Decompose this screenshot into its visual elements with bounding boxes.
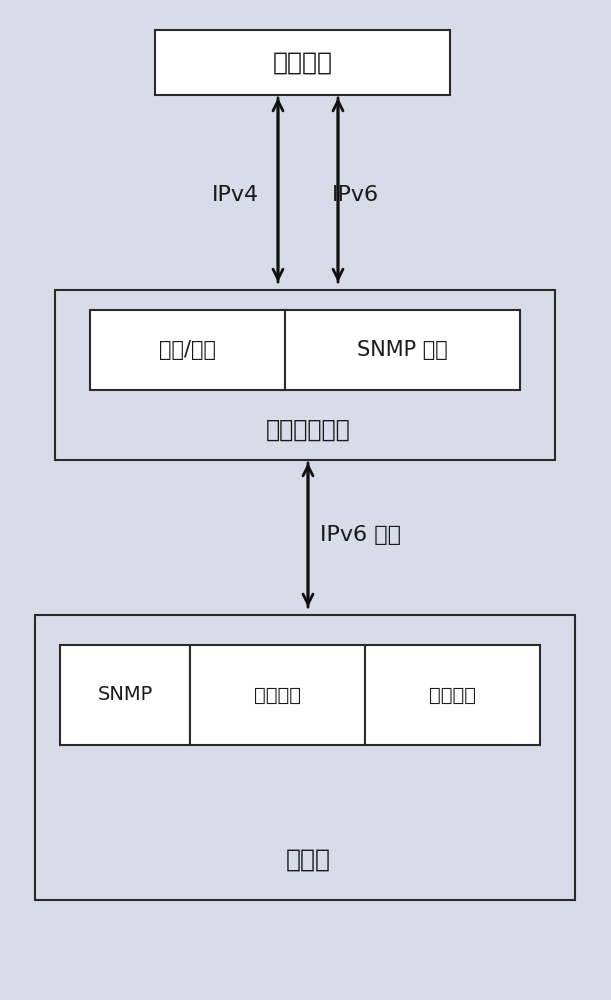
Bar — [55, 290, 555, 460]
Bar — [285, 310, 520, 390]
Text: SNMP: SNMP — [97, 686, 153, 704]
Bar — [365, 645, 540, 745]
Text: SNMP 代理: SNMP 代理 — [357, 340, 448, 360]
Text: 限速控制: 限速控制 — [254, 686, 301, 704]
Text: 路由/交换: 路由/交换 — [159, 340, 216, 360]
Text: 本系统: 本系统 — [285, 848, 331, 872]
Text: 接入网关设备: 接入网关设备 — [266, 418, 350, 442]
Text: IPv6: IPv6 — [331, 185, 379, 205]
Text: 终端设备: 终端设备 — [273, 50, 332, 75]
Bar — [155, 30, 450, 95]
Bar — [190, 645, 365, 745]
Text: IPv4: IPv4 — [211, 185, 258, 205]
Text: 业务模块: 业务模块 — [429, 686, 476, 704]
Bar — [90, 310, 285, 390]
Bar — [60, 645, 190, 745]
Bar — [35, 615, 575, 900]
Text: IPv6 隧道: IPv6 隧道 — [320, 525, 400, 545]
